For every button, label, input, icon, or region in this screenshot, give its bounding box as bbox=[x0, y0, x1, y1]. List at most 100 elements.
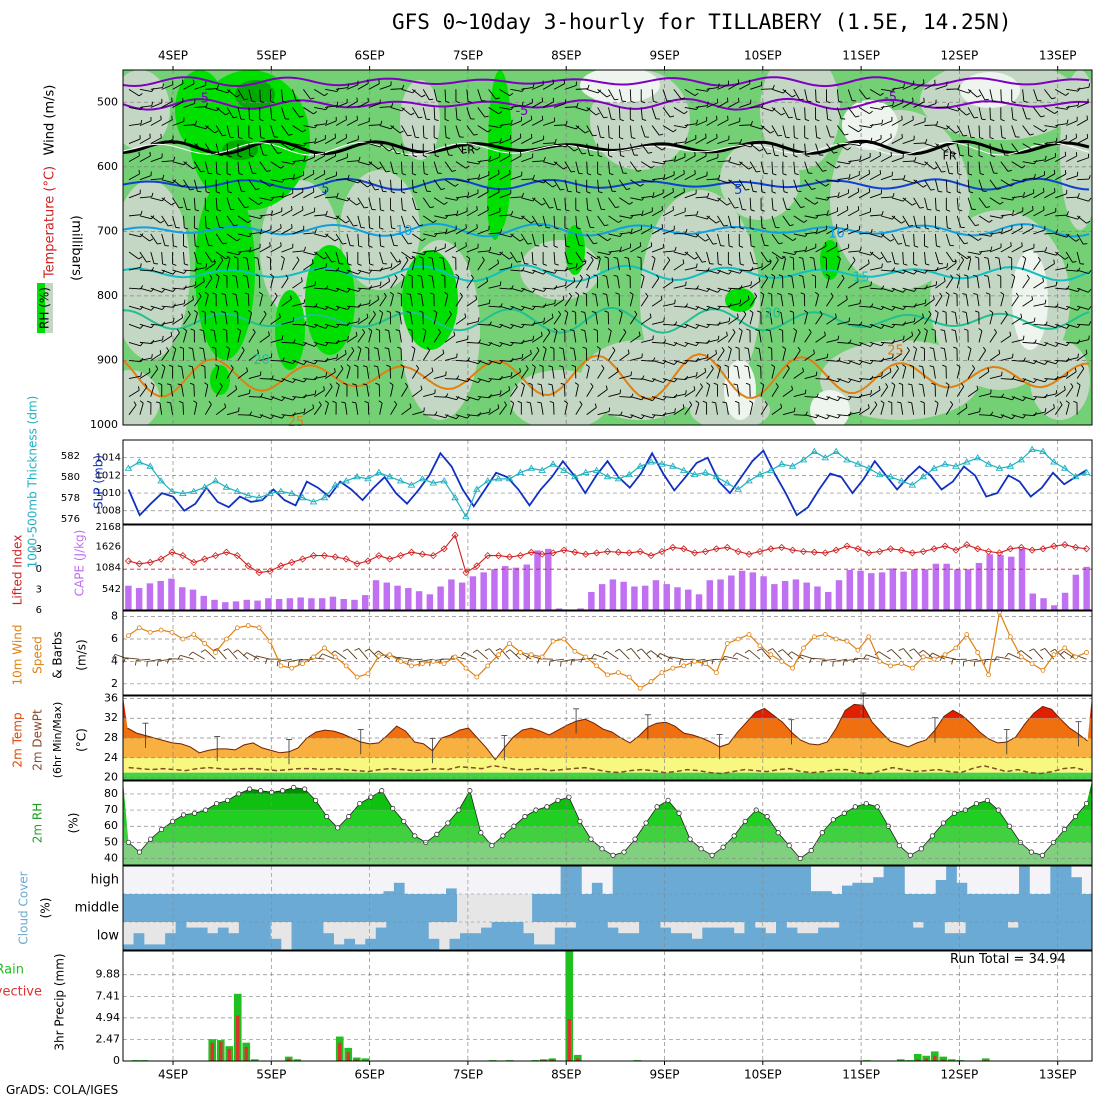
wind-barb-feather bbox=[1043, 188, 1044, 192]
isotherm-label: 5 bbox=[734, 183, 742, 198]
wind-barb-feather bbox=[800, 99, 804, 100]
wind-barb-feather bbox=[914, 318, 915, 322]
wind-barb-feather bbox=[313, 170, 314, 174]
wind-barb bbox=[576, 89, 588, 90]
wind-barb-feather bbox=[651, 242, 652, 246]
run-total-label: Run Total = 34.94 bbox=[950, 952, 1066, 967]
wind-barb-feather bbox=[1002, 372, 1003, 376]
cloud-cell-middle bbox=[608, 894, 619, 922]
wind-barb-feather bbox=[244, 99, 248, 100]
cape-bar bbox=[771, 584, 777, 610]
wind-speed-point bbox=[834, 637, 838, 641]
cloud-cell-low bbox=[618, 933, 629, 950]
wind-barb-feather bbox=[429, 99, 433, 100]
temp-tick-label: 28 bbox=[104, 731, 118, 744]
cloud-cell-middle bbox=[909, 894, 920, 922]
wind-barb-feather bbox=[313, 188, 314, 192]
precip-convective-bar bbox=[933, 1056, 936, 1061]
wind-barb-feather bbox=[1056, 390, 1057, 394]
wind-barb-feather bbox=[391, 263, 392, 267]
wind-barb-feather bbox=[509, 152, 510, 156]
temp-tick-label: 20 bbox=[104, 771, 118, 784]
wind-speed-point bbox=[747, 633, 751, 637]
cloud-cell-high bbox=[686, 866, 697, 894]
cloud-cell-low bbox=[945, 933, 956, 950]
pressure-tick-label: 600 bbox=[97, 160, 118, 173]
precip-convective-bar bbox=[228, 1049, 231, 1061]
day-label-bottom: 8SEP bbox=[551, 1068, 581, 1082]
wind-speed-point bbox=[203, 641, 207, 645]
cape-bar bbox=[997, 555, 1003, 610]
pressure-tick-label: 700 bbox=[97, 224, 118, 237]
thickness-tick-label: 578 bbox=[61, 493, 80, 504]
wind-barb-feather bbox=[511, 263, 512, 267]
cloud-cell-high bbox=[446, 888, 457, 894]
panel-bg-slp bbox=[123, 440, 1092, 524]
wind-barb-feather bbox=[291, 206, 292, 210]
cape-bar bbox=[308, 598, 314, 610]
rh-point bbox=[985, 798, 989, 802]
cloud-cell-low bbox=[397, 922, 408, 950]
cloud-cell-low bbox=[871, 922, 882, 950]
temp-tick-label: 24 bbox=[104, 751, 118, 764]
cloud-cell-middle bbox=[855, 894, 866, 922]
pressure-tick-label: 500 bbox=[97, 95, 118, 108]
wind-barb-feather bbox=[664, 318, 665, 322]
rh-point bbox=[280, 788, 284, 792]
cloud-cell-middle bbox=[1049, 894, 1060, 922]
surface-wind-barb bbox=[985, 659, 999, 660]
wind-speed-point bbox=[616, 671, 620, 675]
wind-barb bbox=[249, 397, 261, 398]
rh-point bbox=[974, 801, 978, 805]
wind-barb-feather bbox=[807, 101, 811, 102]
rh-point bbox=[446, 821, 450, 825]
cloud-cell-low bbox=[544, 944, 555, 950]
rh-point bbox=[831, 818, 835, 822]
rh-point bbox=[1040, 853, 1044, 857]
cloud-cell-low bbox=[555, 928, 566, 950]
rh-point bbox=[677, 811, 681, 815]
wind-barb-feather bbox=[466, 224, 467, 228]
temperature-legend-label: Temperature (°C) bbox=[43, 166, 58, 279]
wind-barb-feather bbox=[706, 134, 707, 138]
wind-speed-point bbox=[1041, 668, 1045, 672]
rh-point bbox=[820, 830, 824, 834]
cloud-cell-middle bbox=[166, 894, 177, 922]
cloud-cell-low bbox=[344, 939, 355, 950]
rh-bright-patch bbox=[275, 290, 305, 370]
cape-bar bbox=[211, 600, 217, 610]
wind-barb-feather bbox=[489, 299, 490, 303]
wind-barb-feather bbox=[695, 152, 696, 156]
temp-band bbox=[123, 773, 1092, 780]
wind-speed-point bbox=[769, 653, 773, 657]
wind-barb-feather bbox=[139, 170, 140, 174]
wind-speed-point bbox=[736, 637, 740, 641]
cape-bar bbox=[254, 601, 260, 610]
cloud-cell-low bbox=[966, 922, 977, 950]
wind-barb-feather bbox=[827, 354, 828, 358]
cape-bar bbox=[437, 586, 443, 610]
wind-barb-feather bbox=[860, 300, 861, 304]
cape-bar bbox=[405, 588, 411, 610]
rh-point bbox=[192, 811, 196, 815]
cape-bar bbox=[330, 597, 336, 610]
wind-barb-feather bbox=[1012, 354, 1013, 358]
cloud-cell-high bbox=[873, 877, 884, 894]
rh-point bbox=[765, 814, 769, 818]
surface-wind-barb-feather bbox=[963, 661, 964, 666]
wind-barb bbox=[979, 126, 980, 138]
wind-speed-point bbox=[540, 655, 544, 659]
wind-barb-feather bbox=[789, 117, 793, 118]
cape-bar bbox=[384, 583, 390, 610]
cape-tick-label: 2168 bbox=[96, 522, 121, 533]
rh-point bbox=[1084, 801, 1088, 805]
cloud-cell-middle bbox=[554, 894, 565, 922]
day-label-top: 9SEP bbox=[649, 49, 679, 63]
wind-axis-label-3: & Barbs bbox=[51, 631, 65, 679]
cloud-cell-middle bbox=[780, 894, 791, 922]
isotherm-label: FR bbox=[943, 149, 957, 162]
cloud-cell-middle bbox=[758, 894, 769, 922]
cloud-cell-high bbox=[759, 866, 770, 894]
wind-barb-feather bbox=[590, 155, 594, 156]
wind-speed-point bbox=[148, 630, 152, 634]
